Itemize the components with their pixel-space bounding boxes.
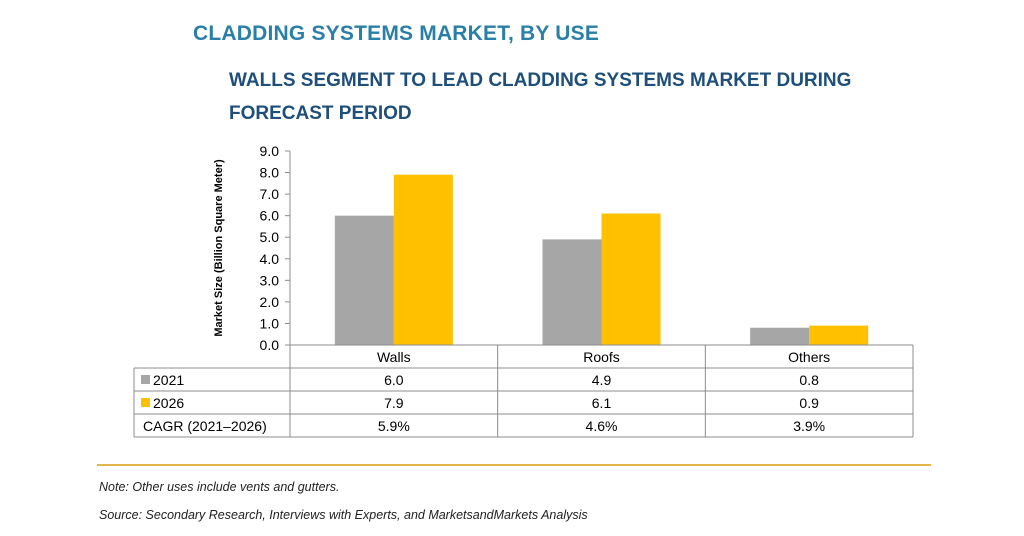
legend-label: 2026 bbox=[153, 395, 184, 411]
data-label: 0.9 bbox=[799, 395, 819, 411]
chart-subtitle: WALLS SEGMENT TO LEAD CLADDING SYSTEMS M… bbox=[229, 70, 852, 124]
y-tick-label: 2.0 bbox=[260, 294, 280, 310]
bar-2026-others bbox=[809, 325, 869, 345]
data-label: 7.9 bbox=[384, 395, 404, 411]
cagr-value: 4.6% bbox=[586, 418, 618, 434]
x-category-label: Walls bbox=[377, 349, 411, 365]
cagr-value: 3.9% bbox=[793, 418, 825, 434]
legend-swatch-2021 bbox=[141, 375, 150, 384]
y-tick-label: 7.0 bbox=[260, 186, 280, 202]
legend-label: 2021 bbox=[153, 372, 184, 388]
y-axis-title: Market Size (Billion Square Meter) bbox=[213, 159, 225, 337]
bar-2026-roofs bbox=[601, 213, 661, 345]
x-category-label: Roofs bbox=[583, 349, 620, 365]
x-category-label: Others bbox=[788, 349, 830, 365]
bar-2021-roofs bbox=[542, 239, 602, 345]
y-tick-label: 4.0 bbox=[260, 251, 280, 267]
y-tick-label: 1.0 bbox=[260, 315, 280, 331]
divider-line bbox=[97, 464, 931, 466]
bar-chart: 0.0 1.0 2.0 3.0 4.0 5.0 6.0 7.0 8.0 9.0 Market Siz… bbox=[133, 143, 914, 438]
bar-2021-others bbox=[750, 327, 810, 345]
bar-2021-walls bbox=[334, 215, 394, 345]
y-tick-label: 8.0 bbox=[260, 165, 280, 181]
y-tick-label: 6.0 bbox=[260, 208, 280, 224]
data-label: 4.9 bbox=[592, 372, 612, 388]
data-label: 6.0 bbox=[384, 372, 404, 388]
cagr-value: 5.9% bbox=[378, 418, 410, 434]
note-text: Note: Other uses include vents and gutte… bbox=[99, 480, 340, 494]
y-tick-label: 3.0 bbox=[260, 272, 280, 288]
data-label: 0.8 bbox=[799, 372, 819, 388]
legend-swatch-2026 bbox=[141, 398, 150, 407]
bar-2026-walls bbox=[393, 174, 453, 345]
source-text: Source: Secondary Research, Interviews w… bbox=[99, 508, 588, 522]
data-label: 6.1 bbox=[592, 395, 612, 411]
y-tick-label: 5.0 bbox=[260, 229, 280, 245]
y-tick-label: 0.0 bbox=[260, 337, 280, 353]
chart-title: CLADDING SYSTEMS MARKET, BY USE bbox=[193, 22, 600, 45]
y-tick-label: 9.0 bbox=[260, 143, 280, 159]
cagr-row-label: CAGR (2021–2026) bbox=[143, 418, 267, 434]
